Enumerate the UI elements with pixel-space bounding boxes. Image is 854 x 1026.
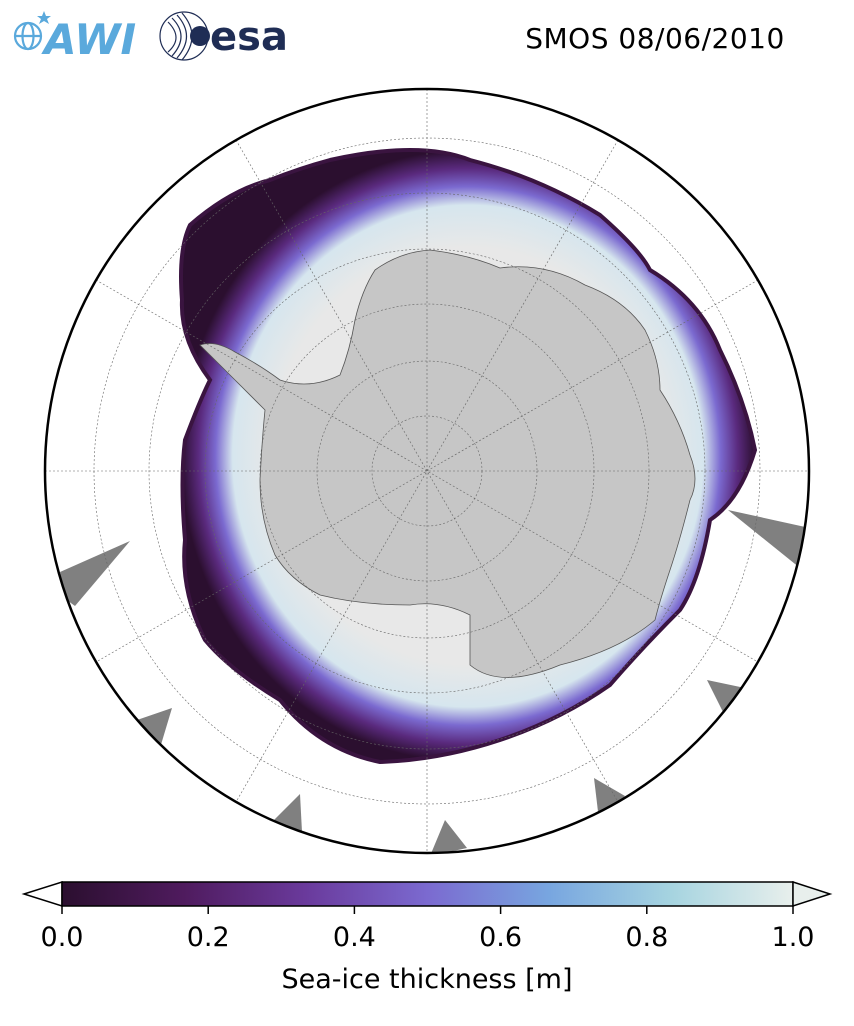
antarctica-land — [199, 249, 696, 678]
colorbar-tick-label: 0.2 — [186, 922, 230, 953]
graticule — [45, 89, 809, 853]
colorbar-tick-label: 1.0 — [771, 922, 815, 953]
colorbar-extend-max — [792, 880, 833, 908]
colorbar-tick-label: 0.6 — [479, 922, 523, 953]
map-boundary — [43, 87, 811, 855]
awi-logo: AWI — [13, 11, 136, 64]
awi-logo-text: AWI — [41, 15, 136, 64]
colorbar-tick-label: 0.8 — [625, 922, 669, 953]
colorbar-gradient — [61, 881, 794, 907]
colorbar-label: Sea-ice thickness [m] — [281, 964, 573, 995]
map-title: SMOS 08/06/2010 — [525, 22, 785, 55]
polar-map — [43, 87, 811, 855]
esa-logo-text: esa — [210, 14, 288, 60]
colorbar-tick-label: 0.0 — [40, 922, 84, 953]
colorbar-ticks — [61, 906, 794, 914]
colorbar-tick-label: 0.4 — [332, 922, 376, 953]
star-icon — [37, 11, 51, 24]
esa-logo: esa — [159, 11, 288, 61]
colorbar-extend-min — [21, 880, 63, 908]
colorbar — [21, 880, 833, 914]
globe-icon — [13, 21, 43, 51]
